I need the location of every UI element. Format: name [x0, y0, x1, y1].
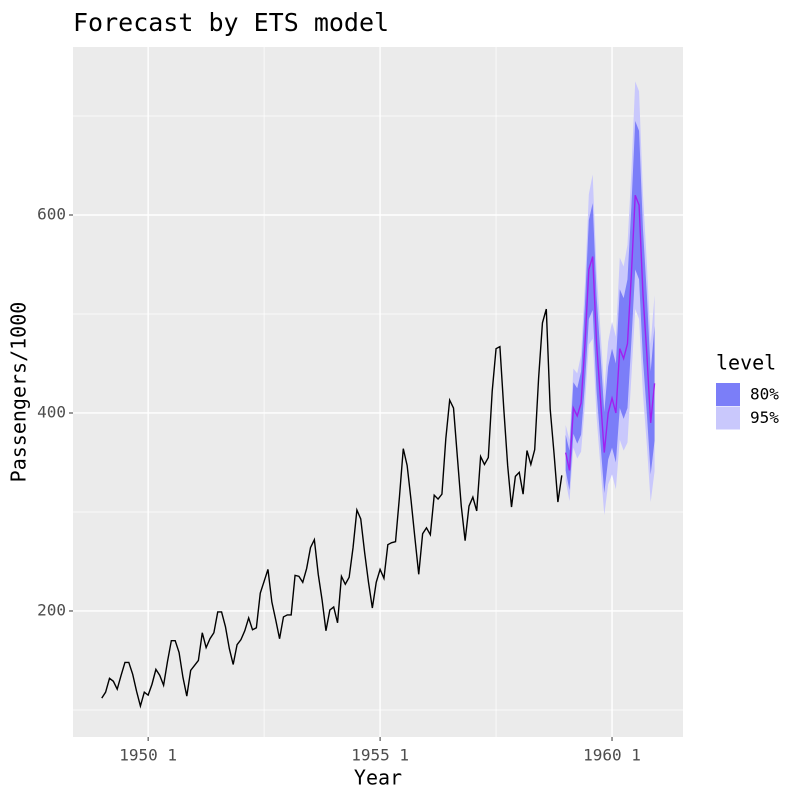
y-tick-label: 200 — [37, 600, 66, 619]
x-tick-label: 1950 1 — [119, 746, 177, 765]
x-tick-label: 1955 1 — [351, 746, 409, 765]
y-tick-label: 400 — [37, 402, 66, 421]
legend-label: 80% — [750, 385, 779, 404]
legend: 80%95% — [716, 383, 779, 430]
chart-title: Forecast by ETS model — [73, 8, 389, 37]
y-axis-label: Passengers/1000 — [7, 302, 31, 483]
marks — [101, 81, 656, 709]
data-line — [101, 308, 563, 709]
panel — [73, 47, 683, 737]
x-axis-label: Year — [354, 766, 402, 790]
y-tick-label: 600 — [37, 204, 66, 223]
forecast-line — [564, 194, 656, 471]
legend-title: level — [716, 351, 776, 375]
axes: 1950 1 1955 1 1960 1 200 400 600 — [37, 204, 641, 764]
prediction-interval — [565, 120, 655, 494]
x-tick-label: 1960 1 — [583, 746, 641, 765]
legend-key — [716, 383, 740, 406]
legend-key — [716, 406, 740, 430]
legend-label: 95% — [750, 408, 779, 427]
